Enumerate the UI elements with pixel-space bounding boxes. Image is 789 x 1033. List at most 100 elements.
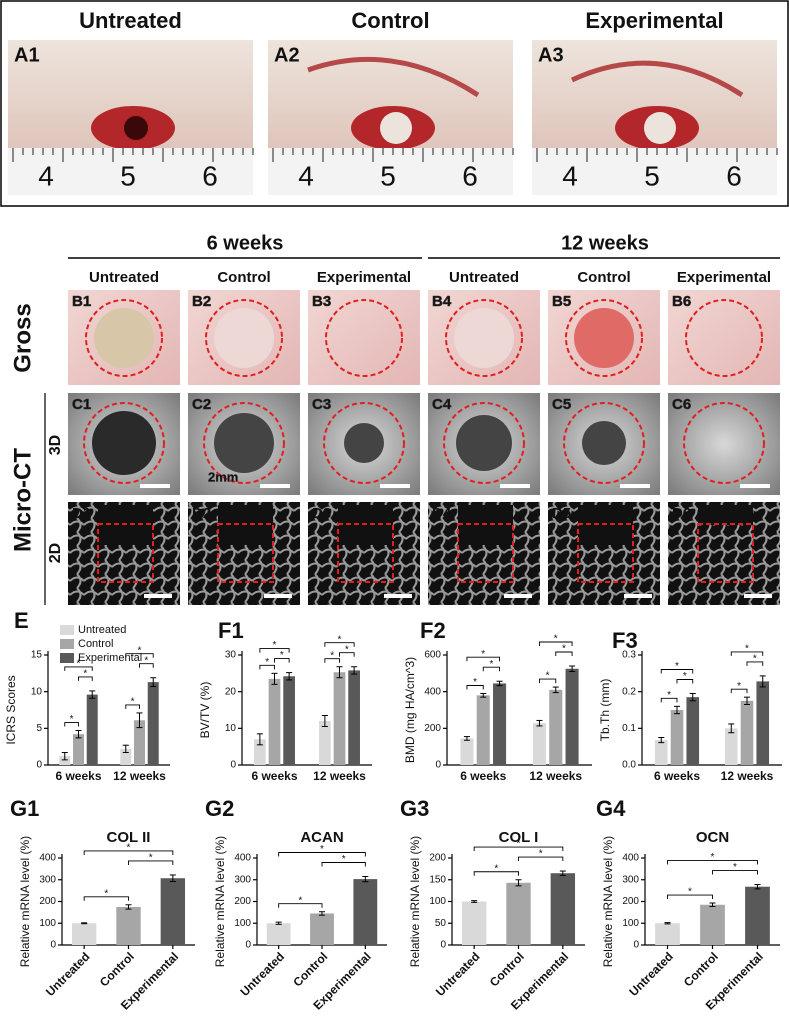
significance-bracket bbox=[466, 656, 501, 662]
defect bbox=[582, 421, 626, 465]
panel-label: F1 bbox=[218, 618, 244, 643]
roi-square bbox=[337, 523, 394, 583]
error-bar bbox=[256, 733, 263, 746]
significance-star: * bbox=[330, 650, 334, 661]
defect-core bbox=[124, 116, 148, 140]
bar bbox=[476, 695, 490, 765]
y-axis-label: BV/TV (%) bbox=[198, 682, 212, 739]
ruler-number: 4 bbox=[38, 160, 54, 191]
bar bbox=[506, 882, 531, 945]
y-axis-label: BMD (mg HA/cm^3) bbox=[403, 657, 417, 763]
error-bar bbox=[122, 744, 129, 754]
ruler-number: 4 bbox=[562, 160, 578, 191]
y-axis-label: Relative mRNA level (%) bbox=[408, 836, 422, 967]
significance-star: * bbox=[481, 649, 485, 660]
panel-label: B6 bbox=[672, 293, 691, 310]
bar bbox=[120, 748, 132, 765]
bar bbox=[549, 689, 563, 765]
error-bar bbox=[664, 922, 671, 925]
significance-bracket bbox=[128, 860, 174, 865]
bar bbox=[333, 672, 346, 765]
panel-label: D4 bbox=[432, 505, 452, 522]
significance-bracket bbox=[278, 903, 323, 908]
roi-circle bbox=[203, 402, 285, 484]
timepoint: 12 weeks bbox=[561, 232, 649, 254]
y-tick-label: 200 bbox=[39, 896, 56, 907]
roi-square bbox=[457, 523, 514, 583]
y-tick-label: 0 bbox=[230, 760, 236, 771]
error-bar bbox=[321, 715, 328, 727]
panel-label: B2 bbox=[192, 293, 211, 310]
bar bbox=[134, 720, 145, 765]
significance-star: * bbox=[127, 843, 131, 854]
error-bar bbox=[150, 677, 157, 688]
significance-bracket bbox=[321, 862, 366, 867]
y-axis-label: Relative mRNA level (%) bbox=[213, 836, 227, 967]
significance-star: * bbox=[667, 690, 671, 701]
roi-circle bbox=[685, 299, 763, 377]
bar bbox=[160, 878, 186, 945]
panel-label: A3 bbox=[538, 44, 564, 66]
significance-star: * bbox=[753, 654, 757, 665]
error-bar bbox=[471, 900, 478, 903]
y-tick-label: 400 bbox=[622, 853, 639, 864]
significance-star: * bbox=[298, 895, 302, 906]
roi-circle bbox=[445, 299, 523, 377]
error-bar bbox=[61, 752, 68, 761]
bar bbox=[700, 904, 725, 945]
row-label: Micro-CT bbox=[9, 448, 36, 552]
significance-bracket bbox=[473, 871, 519, 876]
y-tick-label: 0 bbox=[245, 940, 251, 951]
y-tick-label: 0 bbox=[50, 940, 56, 951]
chart-title: ACAN bbox=[300, 829, 343, 846]
y-tick-label: 20 bbox=[225, 686, 237, 697]
panel-label: D1 bbox=[72, 505, 91, 522]
roi-circle bbox=[85, 299, 163, 377]
panel-label: C5 bbox=[552, 396, 571, 413]
error-bar bbox=[759, 675, 766, 688]
roi-circle bbox=[205, 299, 283, 377]
roi-circle bbox=[683, 402, 765, 484]
significance-star: * bbox=[683, 671, 687, 682]
panel-label: F2 bbox=[420, 618, 446, 643]
y-tick-label: 300 bbox=[39, 874, 56, 885]
bar bbox=[59, 756, 71, 765]
x-tick-label: Control bbox=[487, 949, 527, 989]
panel-title: Experimental bbox=[585, 8, 723, 33]
gross-photo bbox=[308, 290, 420, 385]
significance-bracket bbox=[324, 658, 340, 663]
y-tick-label: 100 bbox=[39, 918, 56, 929]
significance-star: * bbox=[144, 655, 148, 666]
significance-bracket bbox=[538, 641, 573, 646]
significance-star: * bbox=[473, 677, 477, 688]
roi-circle bbox=[563, 402, 645, 484]
significance-bracket bbox=[660, 669, 694, 674]
y-tick-label: 15 bbox=[31, 650, 43, 661]
error-bar bbox=[559, 870, 566, 876]
significance-bracket bbox=[730, 651, 764, 656]
tissue-flap bbox=[307, 56, 480, 98]
ruler bbox=[8, 148, 253, 195]
significance-star: * bbox=[711, 852, 715, 863]
significance-star: * bbox=[265, 657, 269, 668]
significance-star: * bbox=[745, 644, 749, 655]
error-bar bbox=[689, 693, 696, 702]
y-axis-label: Tb.Th (mm) bbox=[598, 679, 612, 742]
significance-bracket bbox=[125, 704, 140, 709]
significance-star: * bbox=[539, 849, 543, 860]
roi-square bbox=[217, 523, 274, 583]
significance-star: * bbox=[546, 671, 550, 682]
panel-label: G4 bbox=[596, 796, 626, 821]
bar bbox=[460, 738, 474, 765]
panel-label: C6 bbox=[672, 396, 691, 413]
significance-star: * bbox=[131, 697, 135, 708]
significance-bracket bbox=[125, 653, 154, 658]
significance-star: * bbox=[77, 659, 81, 670]
roi-circle bbox=[323, 402, 405, 484]
panel-title: Untreated bbox=[79, 8, 182, 33]
ruler-number: 6 bbox=[726, 160, 742, 191]
y-tick-label: 30 bbox=[225, 650, 237, 661]
defect-region bbox=[698, 505, 753, 525]
legend-swatch bbox=[60, 625, 74, 635]
